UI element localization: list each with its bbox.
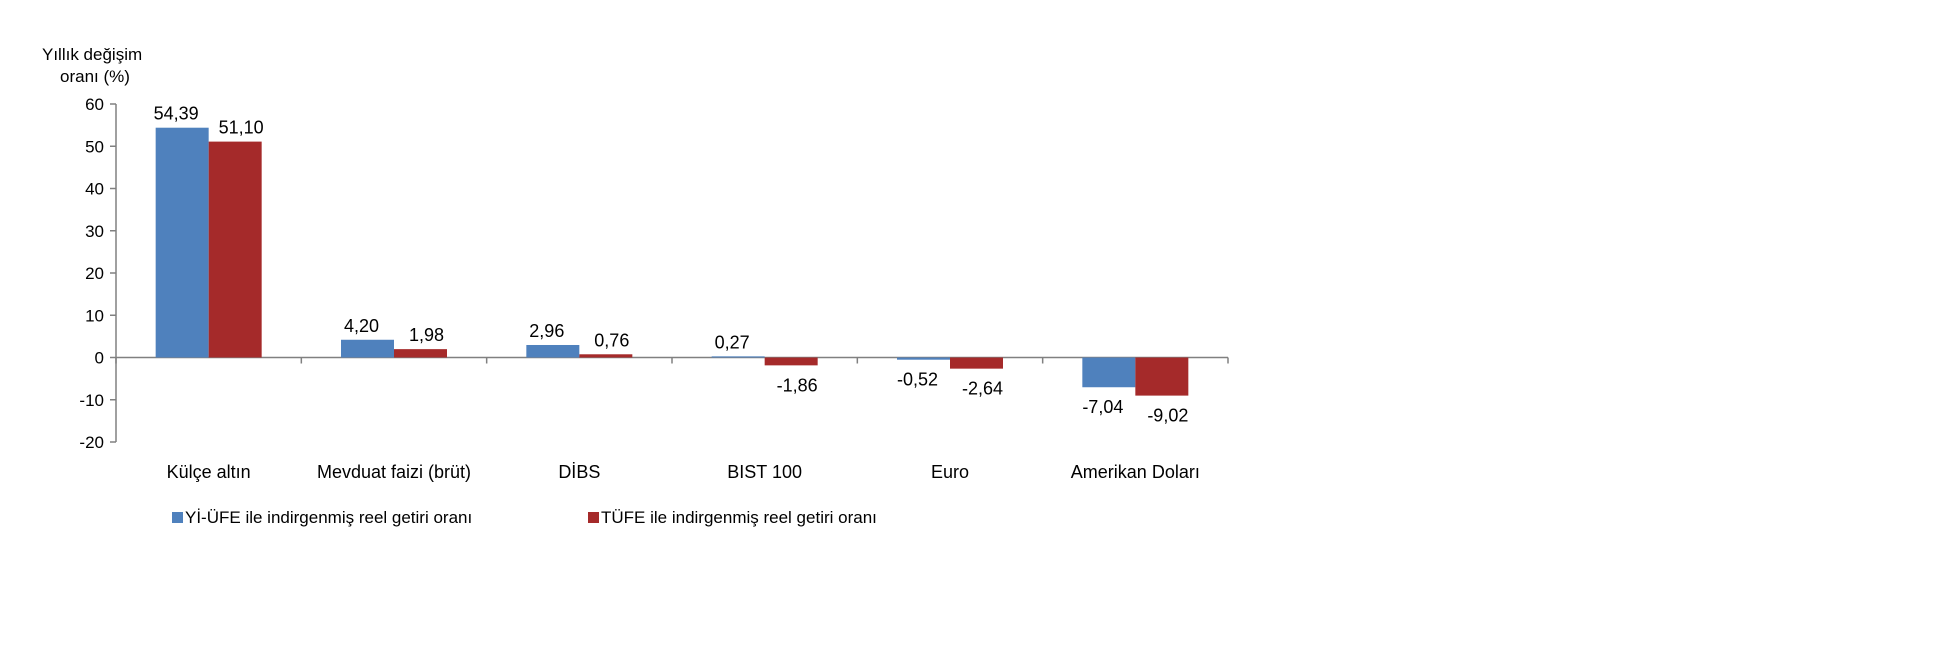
data-label: 51,10 [219, 118, 264, 138]
bar [208, 141, 262, 358]
data-label: 1,98 [409, 325, 444, 345]
data-label: 0,27 [715, 332, 750, 352]
data-label: -7,04 [1082, 397, 1123, 417]
x-category-label: DİBS [558, 462, 600, 482]
y-tick-label: 40 [85, 180, 104, 199]
y-tick-label: 50 [85, 137, 104, 156]
bar [526, 344, 580, 358]
y-tick-label: 0 [95, 349, 104, 368]
data-label: -2,64 [962, 379, 1003, 399]
data-label: 0,76 [594, 330, 629, 350]
y-tick-label: 10 [85, 306, 104, 325]
x-category-label: Külçe altın [167, 462, 251, 482]
data-label: 2,96 [529, 321, 564, 341]
bar [1135, 357, 1189, 396]
bar [897, 357, 950, 360]
data-label: 54,39 [154, 104, 199, 124]
y-tick-label: 30 [85, 222, 104, 241]
bar [950, 357, 1003, 369]
y-tick-label: -20 [79, 433, 104, 452]
bar [341, 339, 394, 358]
bars [155, 127, 1189, 396]
bar [394, 349, 447, 358]
bar [711, 356, 765, 358]
axes: 60 50 40 30 20 10 0 -10 -20 Külçe altın Mevduat fa… [79, 95, 1229, 482]
data-label: 4,20 [344, 316, 379, 336]
bar [579, 354, 633, 358]
data-labels: 54,39 4,20 2,96 0,27 -0,52 -7,04 51,10 1,98 0,76… [154, 104, 1189, 426]
legend-swatch [172, 512, 183, 523]
legend-entry: Yİ-ÜFE ile indirgenmiş reel getiri oranı [185, 508, 472, 527]
x-category-label: Amerikan Doları [1071, 462, 1200, 482]
bar [764, 357, 818, 366]
bar [155, 127, 209, 358]
data-label: -0,52 [897, 370, 938, 390]
x-category-label: Mevduat faizi (brüt) [317, 462, 471, 482]
bar [1082, 357, 1136, 388]
legend-swatch [588, 512, 599, 523]
y-axis-label-line-2: oranı (%) [60, 67, 130, 86]
y-axis-label-line-1: Yıllık değişim [42, 45, 142, 64]
x-category-label: Euro [931, 462, 969, 482]
y-tick-label: -10 [79, 391, 104, 410]
data-label: -9,02 [1147, 406, 1188, 426]
data-label: -1,86 [777, 375, 818, 395]
legend: Yİ-ÜFE ile indirgenmiş reel getiri oranı… [172, 508, 877, 527]
y-tick-label: 20 [85, 264, 104, 283]
y-tick-label: 60 [85, 95, 104, 114]
legend-entry: TÜFE ile indirgenmiş reel getiri oranı [601, 508, 877, 527]
x-category-label: BIST 100 [727, 462, 802, 482]
